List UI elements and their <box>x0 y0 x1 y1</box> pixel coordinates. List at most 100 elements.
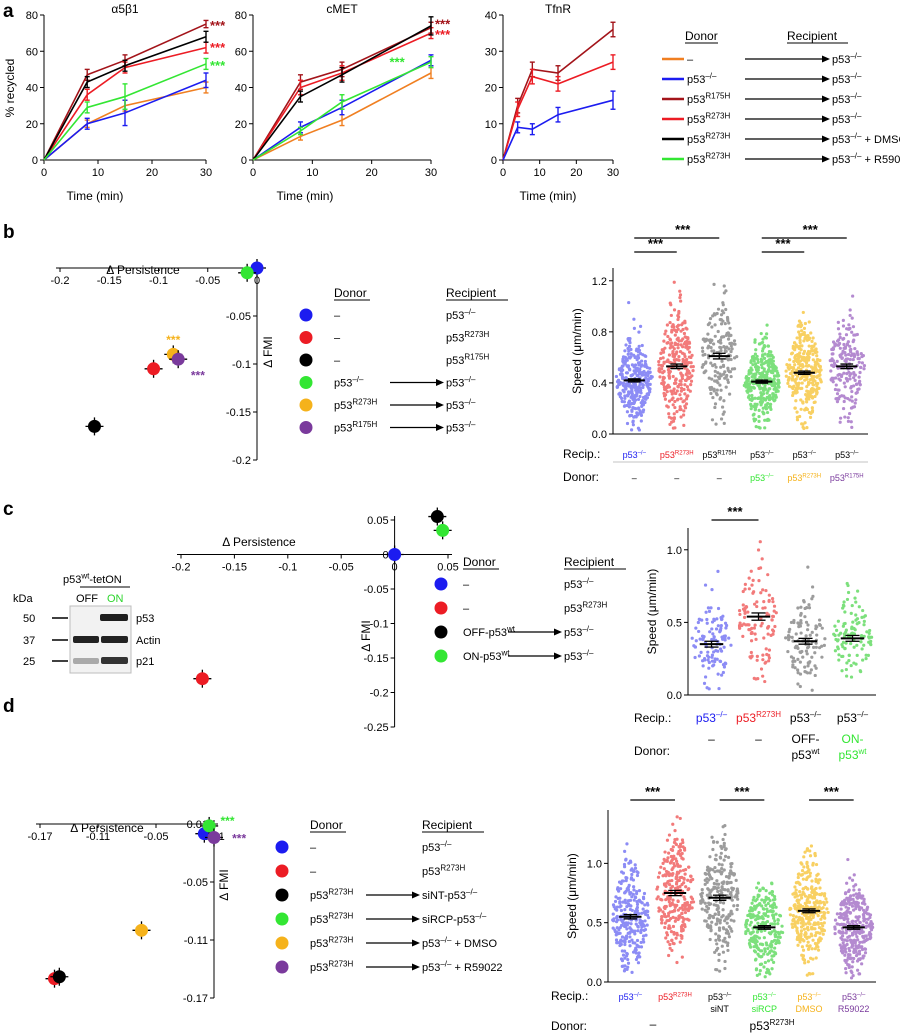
swarm-point <box>852 938 857 942</box>
recip-group-sublabel: siRCP <box>752 1004 778 1014</box>
swarm-point <box>684 402 689 406</box>
swarm-point <box>712 881 716 886</box>
swarm-point <box>767 931 771 935</box>
swarm-point <box>639 930 643 935</box>
swarm-point <box>697 654 701 658</box>
swarm-point <box>751 578 755 583</box>
swarm-point <box>764 647 768 651</box>
swarm-point <box>727 925 731 929</box>
swarm-point <box>799 611 803 616</box>
swarm-point <box>749 360 753 364</box>
swarm-point <box>830 357 834 361</box>
swarm-point <box>749 404 753 408</box>
swarm-point <box>646 379 650 383</box>
swarm-point <box>795 410 799 414</box>
swarm-point <box>619 918 623 922</box>
swarm-point <box>625 364 629 368</box>
swarm-point <box>801 310 805 315</box>
swarm-point <box>757 425 761 429</box>
x-tick-label: 20 <box>366 167 378 179</box>
swarm-point <box>700 365 704 369</box>
swarm-point <box>818 358 822 362</box>
swarm-point <box>833 925 837 929</box>
swarm-point <box>639 352 643 356</box>
swarm-point <box>717 376 722 381</box>
swarm-point <box>629 922 633 926</box>
swarm-point <box>837 658 841 662</box>
swarm-point <box>766 573 770 577</box>
swarm-point <box>810 406 814 410</box>
swarm-point <box>754 944 758 948</box>
swarm-point <box>662 369 666 373</box>
swarm-point <box>716 889 720 894</box>
swarm-point <box>799 631 803 635</box>
swarm-point <box>839 901 844 905</box>
swarm-point <box>715 907 719 912</box>
swarm-point <box>796 880 800 884</box>
swarm-point <box>849 894 853 898</box>
swarm-point <box>679 415 683 419</box>
swarm-point <box>729 643 733 647</box>
swarm-point <box>799 398 803 402</box>
swarm-point <box>773 951 777 955</box>
swarm-point <box>861 930 865 934</box>
swarm-point <box>723 854 728 858</box>
swarm-point <box>754 362 758 366</box>
swarm-point <box>658 375 662 379</box>
significance-stars: *** <box>435 27 451 42</box>
swarm-point <box>646 374 650 378</box>
swarm-point <box>636 389 640 393</box>
swarm-point <box>812 894 817 898</box>
swarm-point <box>729 871 734 875</box>
swarm-point <box>839 907 843 911</box>
swarm-point <box>738 621 742 625</box>
swarm-point <box>763 913 768 917</box>
series-line <box>43 46 207 161</box>
swarm-point <box>713 323 717 327</box>
swarm-point <box>798 907 802 911</box>
swarm-point <box>845 342 849 346</box>
swarm-point <box>807 603 811 607</box>
swarm-point <box>666 405 670 409</box>
swarm-point <box>815 625 819 629</box>
swarm-point <box>641 403 646 407</box>
swarm-point <box>711 847 715 852</box>
swarm-point <box>798 333 802 337</box>
chart-title: α5β1 <box>111 2 139 16</box>
swarm-point <box>722 841 726 845</box>
swarm-point <box>795 894 799 898</box>
swarm-point <box>845 881 849 885</box>
swarm-point <box>805 374 809 378</box>
swarm-point <box>707 878 711 882</box>
arrow-head <box>436 401 444 409</box>
swarm-point <box>703 919 707 923</box>
swarm-point <box>667 833 672 837</box>
swarm-point <box>670 948 674 953</box>
swarm-point <box>810 879 814 883</box>
swarm-point <box>627 883 631 887</box>
y-tick-label: -0.2 <box>232 455 251 467</box>
swarm-point <box>848 344 852 348</box>
swarm-point <box>801 923 805 928</box>
swarm-point <box>675 337 679 341</box>
swarm-point <box>662 394 667 398</box>
swarm-point <box>800 356 804 360</box>
series-line <box>252 32 432 161</box>
swarm-point <box>795 926 799 930</box>
swarm-point <box>837 372 842 377</box>
swarm-point <box>770 890 774 894</box>
swarm-point <box>854 662 858 666</box>
recip-row-label: Recip.: <box>551 989 588 1003</box>
swarm-point <box>670 848 675 852</box>
swarm-point <box>628 892 632 896</box>
swarm-point <box>712 903 716 907</box>
legend-donor: p53R273H <box>310 936 353 950</box>
swarm-point <box>771 898 776 902</box>
swarm-point <box>796 621 800 625</box>
recip-group-sublabel: R59022 <box>838 1004 870 1014</box>
x-tick-label: 20 <box>570 167 582 179</box>
swarm-point <box>759 357 763 361</box>
swarm-point <box>774 387 778 391</box>
swarm-point <box>850 603 854 608</box>
